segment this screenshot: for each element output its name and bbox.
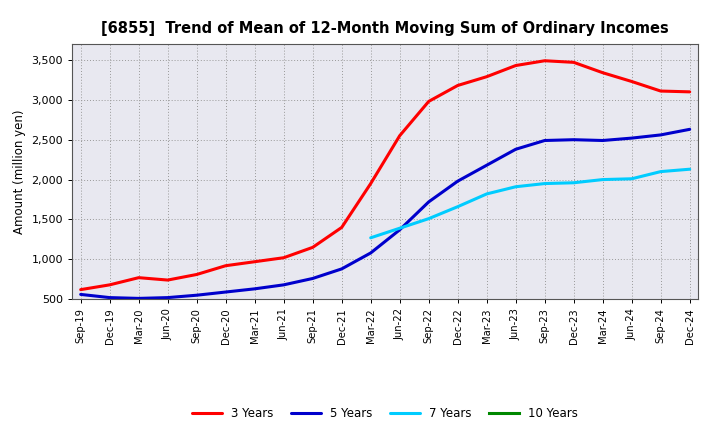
5 Years <box>76 292 85 297</box>
3 Years <box>163 278 172 283</box>
5 Years <box>598 138 607 143</box>
3 Years <box>366 181 375 186</box>
3 Years <box>338 225 346 230</box>
7 Years <box>541 181 549 186</box>
Line: 7 Years: 7 Years <box>371 169 690 238</box>
3 Years <box>192 272 201 277</box>
3 Years <box>627 79 636 84</box>
7 Years <box>454 204 462 209</box>
5 Years <box>627 136 636 141</box>
5 Years <box>395 227 404 232</box>
3 Years <box>105 282 114 287</box>
3 Years <box>251 259 259 264</box>
3 Years <box>76 287 85 292</box>
3 Years <box>221 263 230 268</box>
7 Years <box>598 177 607 182</box>
5 Years <box>279 282 288 287</box>
5 Years <box>251 286 259 291</box>
5 Years <box>424 199 433 205</box>
3 Years <box>135 275 143 280</box>
7 Years <box>424 216 433 221</box>
7 Years <box>366 235 375 240</box>
Legend: 3 Years, 5 Years, 7 Years, 10 Years: 3 Years, 5 Years, 7 Years, 10 Years <box>187 402 583 425</box>
7 Years <box>482 191 491 197</box>
7 Years <box>570 180 578 185</box>
Line: 5 Years: 5 Years <box>81 129 690 298</box>
5 Years <box>541 138 549 143</box>
3 Years <box>685 89 694 95</box>
7 Years <box>395 226 404 231</box>
3 Years <box>570 60 578 65</box>
3 Years <box>395 133 404 138</box>
Y-axis label: Amount (million yen): Amount (million yen) <box>13 110 26 234</box>
3 Years <box>482 74 491 79</box>
7 Years <box>627 176 636 181</box>
3 Years <box>279 255 288 260</box>
7 Years <box>511 184 520 189</box>
Line: 3 Years: 3 Years <box>81 61 690 290</box>
5 Years <box>135 296 143 301</box>
5 Years <box>163 295 172 300</box>
7 Years <box>657 169 665 174</box>
7 Years <box>685 167 694 172</box>
3 Years <box>541 58 549 63</box>
5 Years <box>221 290 230 295</box>
5 Years <box>308 276 317 281</box>
5 Years <box>685 127 694 132</box>
5 Years <box>657 132 665 138</box>
3 Years <box>511 63 520 68</box>
3 Years <box>598 70 607 75</box>
3 Years <box>454 83 462 88</box>
5 Years <box>570 137 578 142</box>
5 Years <box>192 293 201 298</box>
5 Years <box>482 162 491 168</box>
5 Years <box>338 266 346 271</box>
5 Years <box>454 179 462 184</box>
5 Years <box>366 250 375 256</box>
5 Years <box>511 147 520 152</box>
3 Years <box>424 99 433 104</box>
3 Years <box>308 245 317 250</box>
Title: [6855]  Trend of Mean of 12-Month Moving Sum of Ordinary Incomes: [6855] Trend of Mean of 12-Month Moving … <box>102 21 669 36</box>
5 Years <box>105 295 114 300</box>
3 Years <box>657 88 665 94</box>
